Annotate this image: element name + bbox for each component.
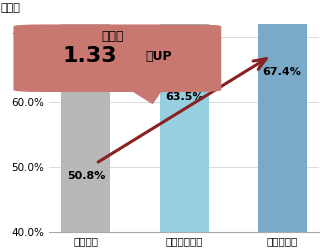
Bar xyxy=(257,0,307,232)
Text: 倍UP: 倍UP xyxy=(145,50,172,63)
Text: 63.5%: 63.5% xyxy=(165,92,203,102)
Text: 1.33: 1.33 xyxy=(63,46,117,66)
Text: 50.8%: 50.8% xyxy=(67,171,105,181)
Text: 67.4%: 67.4% xyxy=(263,67,301,77)
Bar xyxy=(61,0,110,232)
Polygon shape xyxy=(130,90,162,104)
FancyBboxPatch shape xyxy=(14,24,221,92)
Text: 正答率: 正答率 xyxy=(1,4,21,14)
Text: 正答率: 正答率 xyxy=(101,30,124,43)
Bar xyxy=(160,0,209,232)
